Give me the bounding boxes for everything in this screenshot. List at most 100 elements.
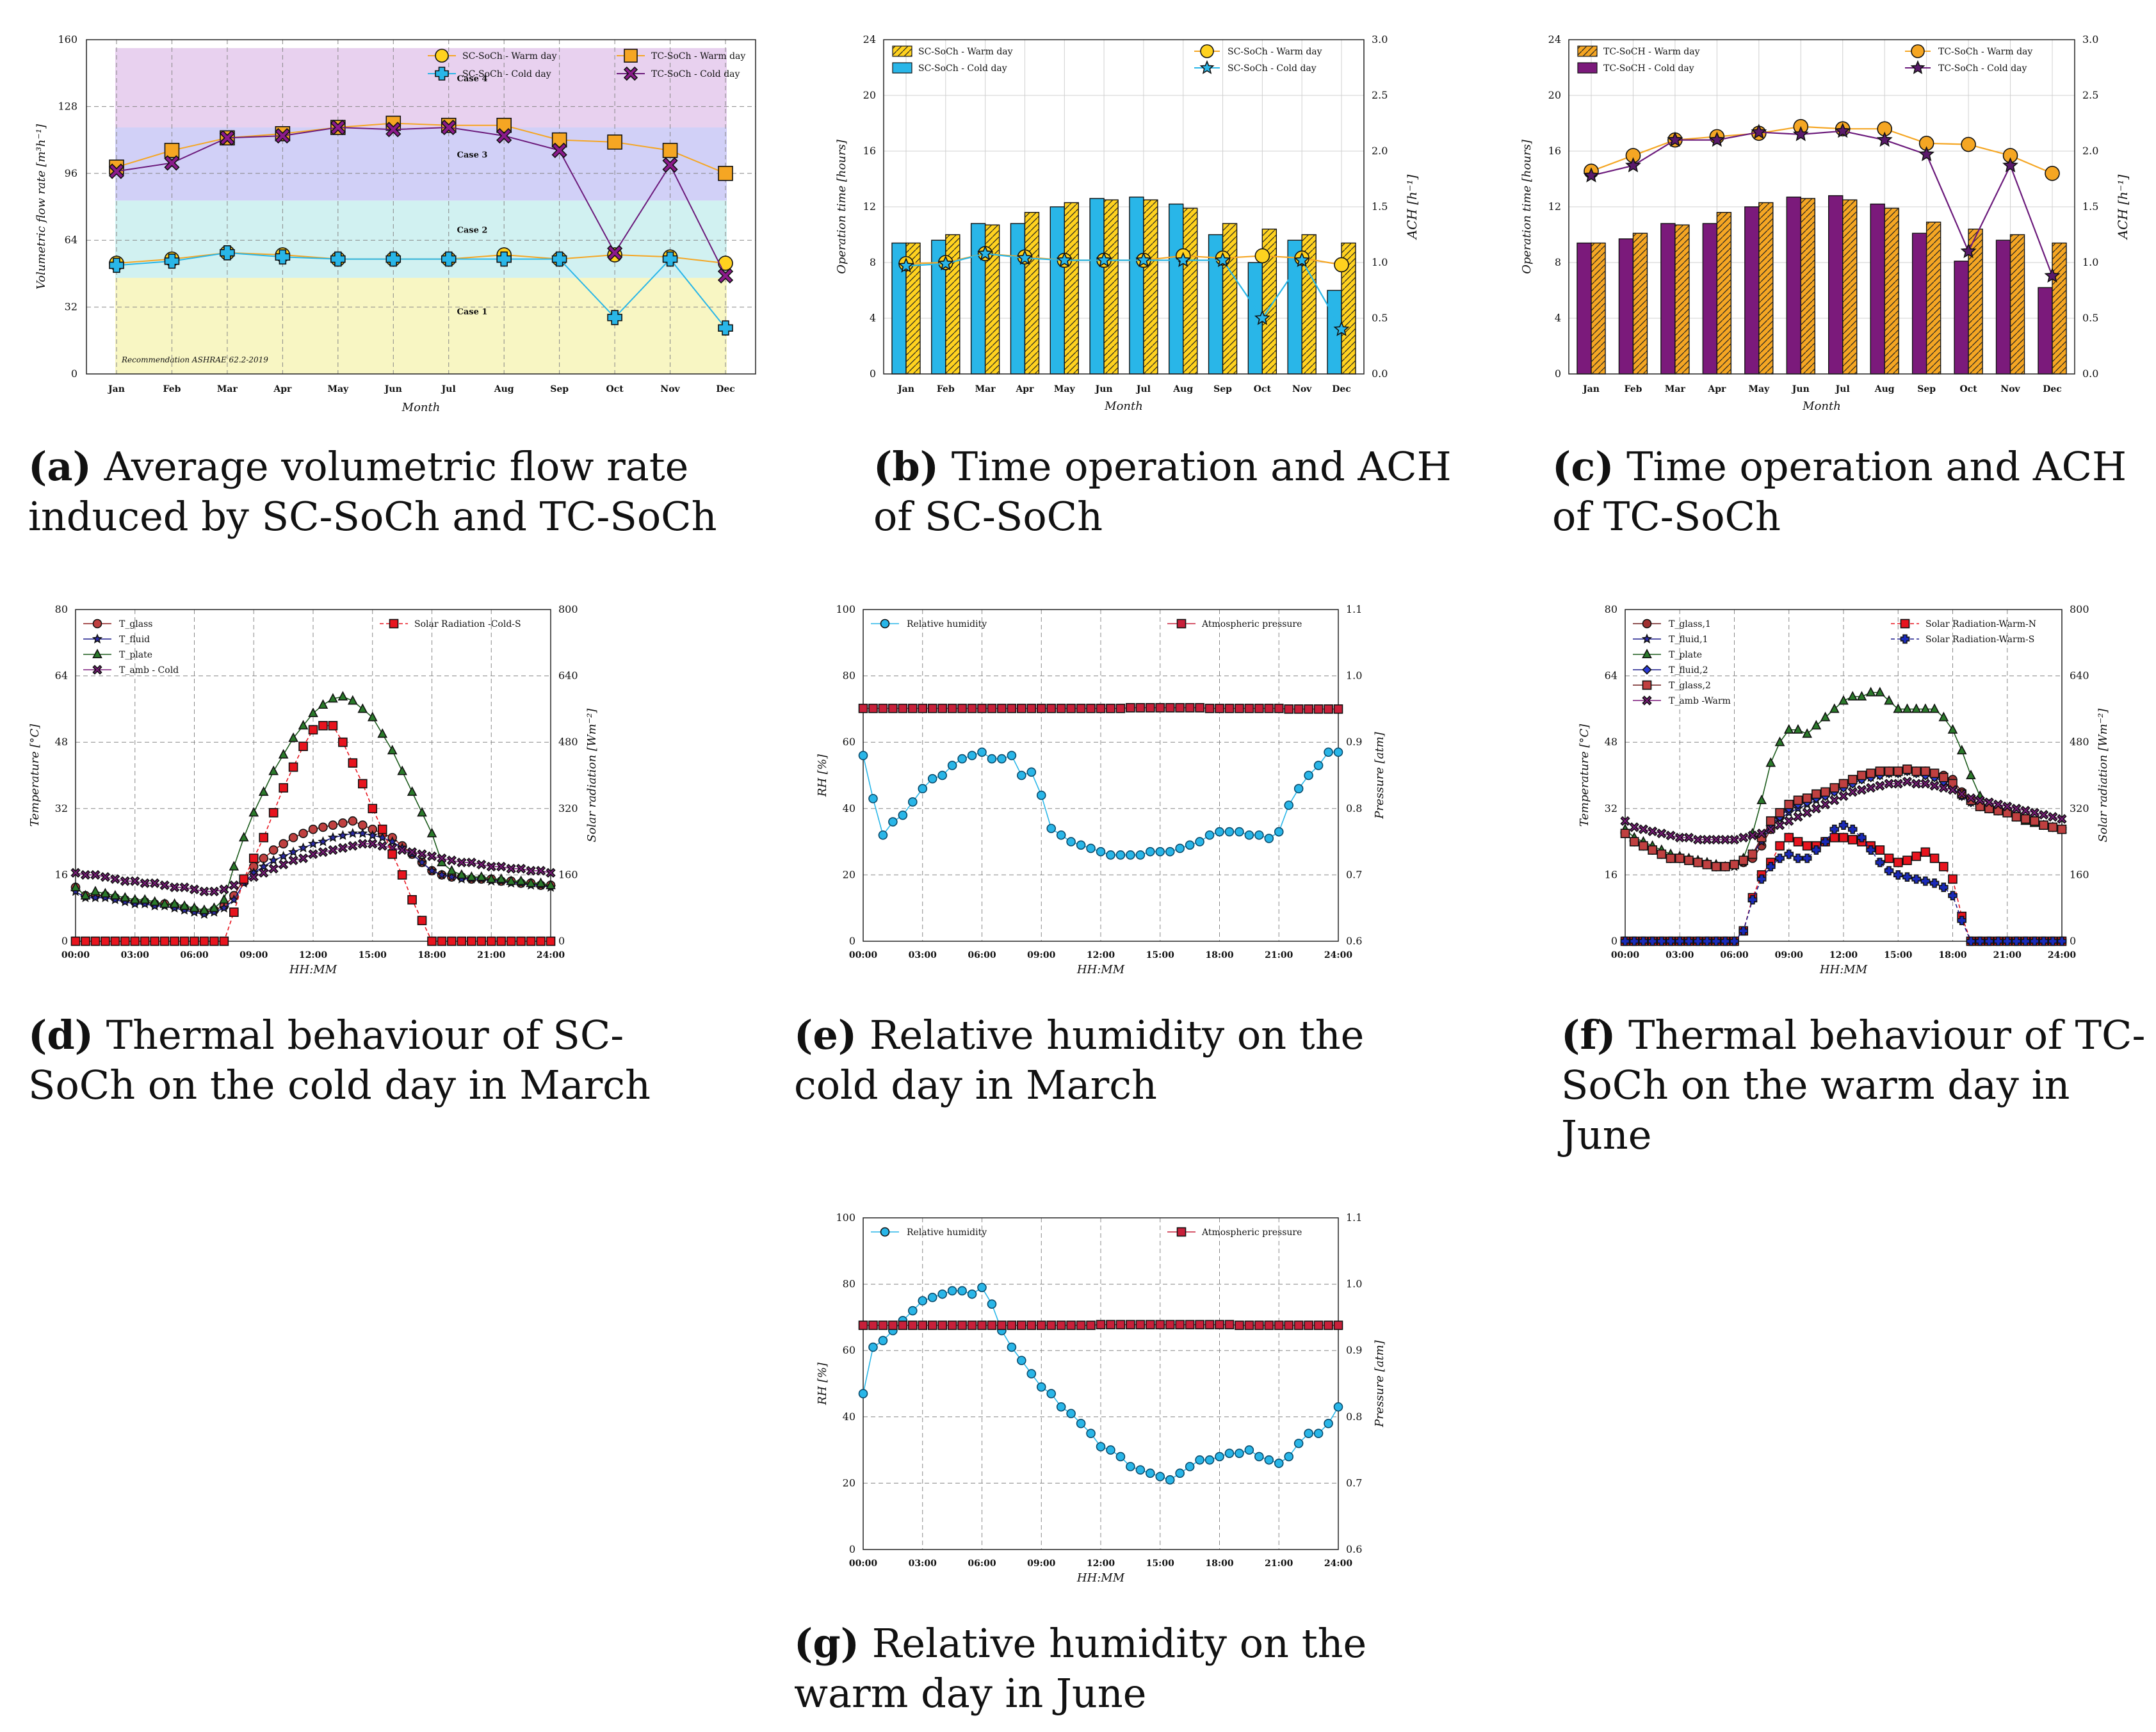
data-point [1145,846,1155,857]
data-point [1975,795,1985,805]
data-point [1920,779,1931,789]
legend-label: TC-SoCh - Cold day [651,69,740,79]
data-point [662,251,678,267]
data-point [417,849,427,859]
legend-label: TC-SoCh - Cold day [1938,63,2027,74]
data-point [918,1320,928,1331]
data-point [1175,252,1192,268]
data-point [1106,1445,1115,1455]
data-point [101,936,110,946]
data-point [1702,936,1712,946]
x-tick-label: Mar [975,384,996,394]
data-point [947,1286,957,1296]
legend-label: TC-SoCH - Warm day [1603,47,1700,57]
data-point [1224,1448,1235,1459]
legend-label: SC-SoCh - Warm day [918,47,1013,57]
data-point [209,902,220,912]
y2-axis-label: Pressure [atm] [1373,1339,1386,1427]
data-point [1683,832,1694,843]
y-tick-label: 0 [870,368,876,380]
bar-hatch [1884,208,1899,374]
x-tick-label: Aug [1874,384,1895,394]
data-point [1783,724,1794,734]
data-point [1293,784,1304,794]
caption-g: (g) Relative humidity on the warm day in… [794,1619,1409,1719]
y2-tick-label: 480 [2070,736,2089,748]
data-point [368,839,378,849]
data-point [1774,736,1785,747]
data-point [1313,704,1324,714]
data-point [1993,936,2003,946]
data-point [348,816,358,826]
chart-svg: 0 20 40 60 80 100 0.6 0.7 0.8 0.9 1.0 1.1 00:00 03:00… [816,1211,1386,1585]
x-tick-label: 21:00 [1265,950,1293,960]
y-tick-label: 32 [55,802,68,814]
data-point [328,845,338,855]
data-point [219,936,229,946]
x-axis-label: HH:MM [1076,963,1125,976]
plot-frame [883,39,1365,375]
data-point [1324,1320,1333,1331]
data-point [159,936,170,946]
data-point [1756,874,1767,884]
data-point [2038,809,2049,820]
data-point [1784,800,1794,809]
data-point [1960,243,1977,259]
x-tick-label: 24:00 [1324,950,1352,960]
data-point [551,251,567,267]
data-point [2030,816,2039,826]
data-point [1195,1320,1204,1330]
data-point [1017,704,1026,713]
data-point [1264,834,1274,843]
data-point [718,320,733,336]
bar-hatch [1025,212,1039,374]
data-point [385,251,401,267]
caption-text-b: Time operation and ACH of SC-SoCh [873,443,1452,540]
y-tick-label: 0 [61,935,68,947]
data-point [1739,832,1749,843]
data-point [307,838,319,848]
data-point [496,251,512,267]
data-point [199,886,209,896]
y-tick-label: 80 [843,1278,855,1290]
data-point [1185,840,1195,850]
data-point [1629,822,1639,832]
data-point [170,936,179,946]
bar [1954,261,1969,375]
data-point [1046,704,1057,713]
data-point [1674,936,1685,946]
y2-tick-label: 0.7 [1346,1477,1362,1489]
legend-marker [1642,649,1652,658]
data-point [328,820,338,830]
data-point [150,936,159,946]
data-point [1293,1320,1304,1331]
y2-tick-label: 0.7 [1346,868,1362,880]
data-point [446,871,457,882]
data-point [868,1342,878,1352]
data-point [526,877,536,887]
data-point [1793,854,1803,863]
data-point [229,880,239,891]
data-point [1720,834,1730,845]
data-point [1865,782,1876,793]
data-point [357,827,368,838]
x-tick-label: 12:00 [299,950,327,960]
data-point [1046,823,1057,834]
x-axis-label: Month [401,401,441,414]
legend-label: Relative humidity [907,1227,987,1238]
data-point [120,936,130,946]
data-point [357,779,368,789]
data-point [1911,851,1921,861]
x-tick-label: 24:00 [1324,1558,1352,1569]
data-point [1893,703,1904,713]
data-point [80,870,91,880]
data-point [718,255,733,271]
data-point [1784,832,1794,843]
legend-label: Relative humidity [907,619,987,629]
data-point [110,874,120,884]
data-point [1947,785,1958,795]
data-point [1165,1320,1175,1330]
case-label: Case 1 [457,307,488,317]
